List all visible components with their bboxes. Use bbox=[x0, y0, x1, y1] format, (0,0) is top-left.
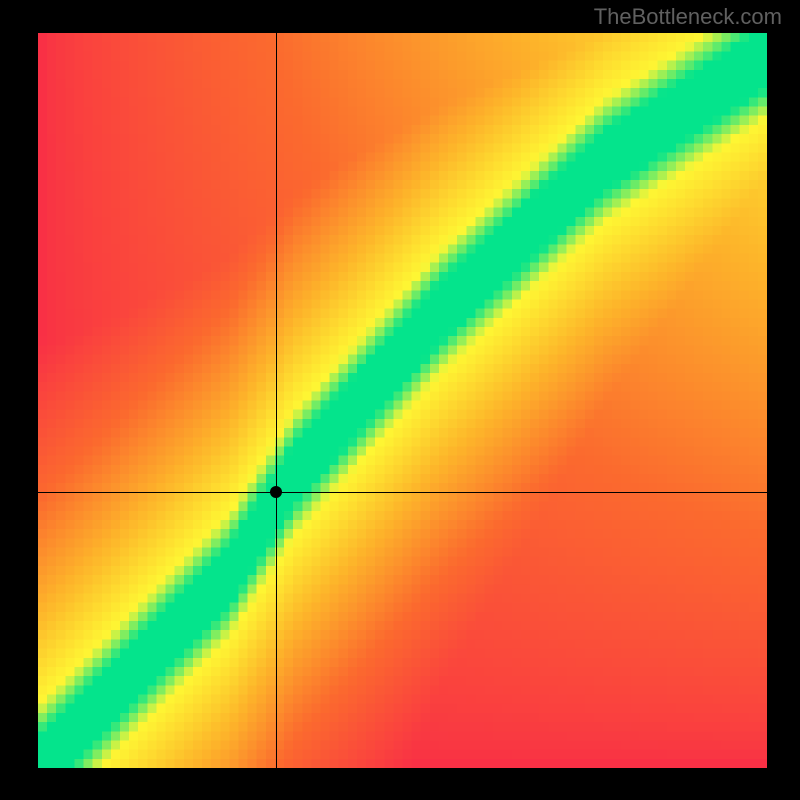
crosshair-horizontal bbox=[38, 492, 767, 493]
watermark-text: TheBottleneck.com bbox=[594, 4, 782, 30]
crosshair-vertical bbox=[276, 33, 277, 768]
bottleneck-heatmap bbox=[38, 33, 767, 768]
crosshair-marker bbox=[270, 486, 282, 498]
